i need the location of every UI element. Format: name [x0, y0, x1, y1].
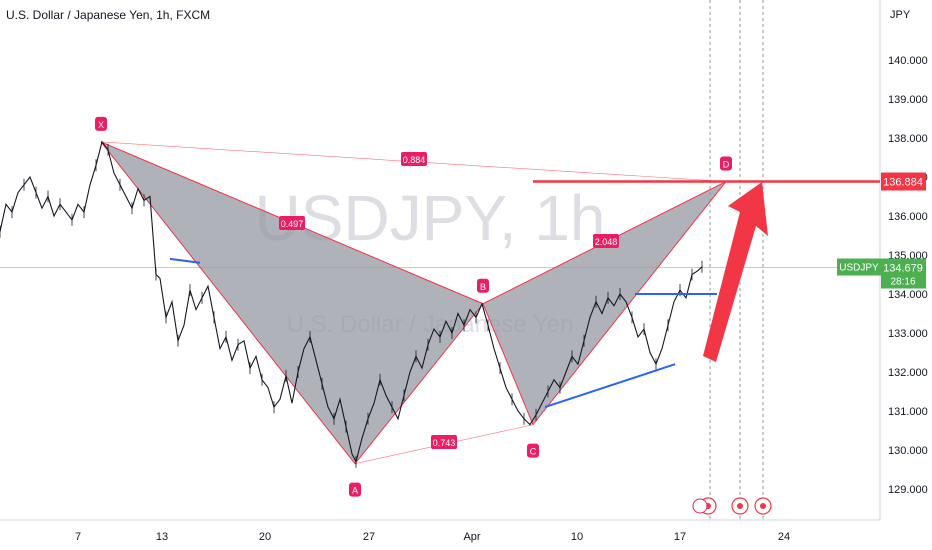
- y-tick-label: 132.000: [888, 367, 928, 379]
- event-marker-3[interactable]: [754, 497, 772, 515]
- ratio-bg: [593, 234, 619, 248]
- y-tick-label: 130.000: [888, 445, 928, 457]
- pattern-point-a: A: [349, 482, 361, 497]
- countdown-text: 28:16: [890, 277, 915, 288]
- x-tick-label: Apr: [463, 531, 480, 543]
- x-tick-label: 13: [156, 531, 168, 543]
- pattern-point-label: X: [98, 120, 104, 130]
- event-marker-dot: [737, 503, 743, 509]
- x-tick-label: 7: [75, 531, 81, 543]
- y-axis-unit: JPY: [890, 9, 911, 21]
- ratio-label: 0.884: [403, 155, 426, 165]
- x-tick-label: 24: [778, 531, 790, 543]
- price-badge-text: 134.679: [883, 263, 923, 275]
- current-price-badge: USDJPY 134.679 28:16: [837, 258, 926, 289]
- y-tick-label: 140.000: [888, 55, 928, 67]
- up-arrow-annotation: [703, 182, 768, 362]
- symbol-badge-text: USDJPY: [839, 263, 879, 274]
- y-tick-label: 136.000: [888, 211, 928, 223]
- badge-bg: [881, 172, 926, 191]
- pattern-point-d: D: [720, 156, 732, 171]
- symbol-badge-bg: [837, 258, 881, 276]
- pattern-point-bg: [349, 482, 361, 497]
- trend-line-lower: [544, 363, 676, 409]
- ratio-xb: 0.497: [279, 216, 305, 230]
- x-tick-label: 27: [363, 531, 375, 543]
- support-line-left: [169, 257, 201, 264]
- pattern-point-bg: [95, 116, 107, 131]
- ratio-label: 2.048: [595, 237, 618, 247]
- chart-title: U.S. Dollar / Japanese Yen, 1h, FXCM: [6, 8, 211, 22]
- pattern-point-b: B: [477, 278, 489, 293]
- y-tick-label: 139.000: [888, 94, 928, 106]
- pattern-point-x: X: [95, 116, 107, 131]
- pattern-point-label: A: [352, 486, 358, 496]
- pattern-point-c: C: [527, 443, 539, 458]
- ratio-label: 0.743: [433, 438, 456, 448]
- price-line: [0, 140, 703, 464]
- ratio-bg: [279, 216, 305, 230]
- resistance-price-badge: 136.884: [881, 172, 926, 191]
- x-tick-label: 20: [259, 531, 271, 543]
- x-tick-label: 17: [674, 531, 686, 543]
- ratio-xd: 0.884: [401, 152, 427, 166]
- y-tick-label: 133.000: [888, 328, 928, 340]
- y-tick-label: 138.000: [888, 133, 928, 145]
- y-tick-label: 131.000: [888, 406, 928, 418]
- price-badge-bg: [881, 258, 926, 289]
- ratio-ac: 0.743: [431, 435, 457, 449]
- price-series: [0, 140, 703, 468]
- event-marker-2[interactable]: [731, 497, 749, 515]
- event-marker-dot: [760, 503, 766, 509]
- x-tick-label: 10: [571, 531, 583, 543]
- pattern-point-bg: [720, 156, 732, 171]
- pattern-point-label: C: [530, 447, 537, 457]
- pattern-point-bg: [527, 443, 539, 458]
- ratio-bg: [431, 435, 457, 449]
- pattern-point-bg: [477, 278, 489, 293]
- earnings-icon[interactable]: [692, 498, 708, 514]
- pattern-point-label: B: [480, 282, 486, 292]
- pattern-point-label: D: [723, 160, 730, 170]
- ratio-bg: [401, 152, 427, 166]
- y-tick-label: 134.000: [888, 289, 928, 301]
- badge-text: 136.884: [883, 177, 923, 189]
- ratio-label: 0.497: [281, 219, 304, 229]
- ratio-bd: 2.048: [593, 234, 619, 248]
- y-tick-label: 129.000: [888, 484, 928, 496]
